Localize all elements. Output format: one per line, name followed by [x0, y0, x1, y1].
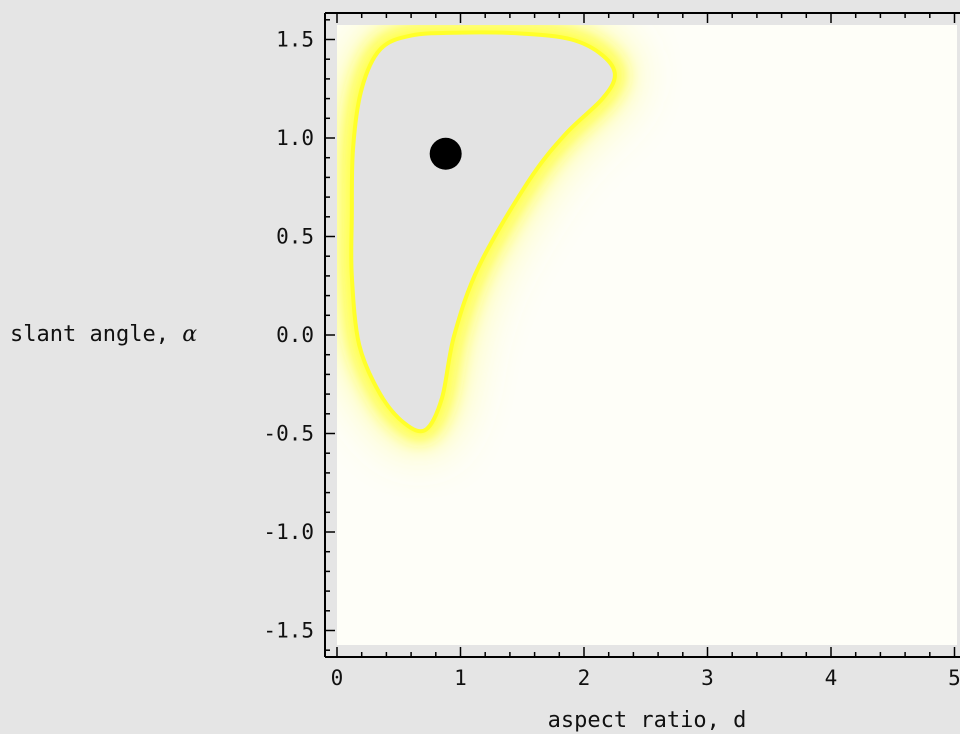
x-tick-label: 3	[701, 666, 714, 690]
x-tick-label: 2	[578, 666, 591, 690]
y-tick-label: 1.0	[276, 126, 314, 150]
x-tick-label: 5	[948, 666, 960, 690]
x-ticks	[336, 13, 956, 657]
x-tick-label: 4	[825, 666, 838, 690]
marked-point	[429, 137, 462, 170]
y-tick-label: -1.0	[263, 520, 314, 544]
y-tick-label: 0.0	[276, 323, 314, 347]
x-tick-label: 0	[331, 666, 344, 690]
y-ticks	[325, 19, 335, 651]
y-tick-label: -0.5	[263, 422, 314, 446]
y-tick-label: -1.5	[263, 619, 314, 643]
y-axis-title-text: slant angle,	[10, 322, 182, 347]
heatmap-region-group	[337, 25, 635, 452]
y-tick-label: 0.5	[276, 225, 314, 249]
y-tick-labels: 1.5 1.0 0.5 0.0 -0.5 -1.0 -1.5	[263, 28, 314, 643]
x-tick-labels: 0 1 2 3 4 5	[331, 666, 960, 690]
x-axis-title: aspect ratio, d	[548, 708, 747, 733]
y-axis-title: slant angle, α	[10, 322, 197, 347]
y-tick-label: 1.5	[276, 28, 314, 52]
feasible-region	[349, 30, 617, 434]
x-tick-label: 1	[454, 666, 467, 690]
y-axis-title-symbol: α	[182, 322, 197, 347]
